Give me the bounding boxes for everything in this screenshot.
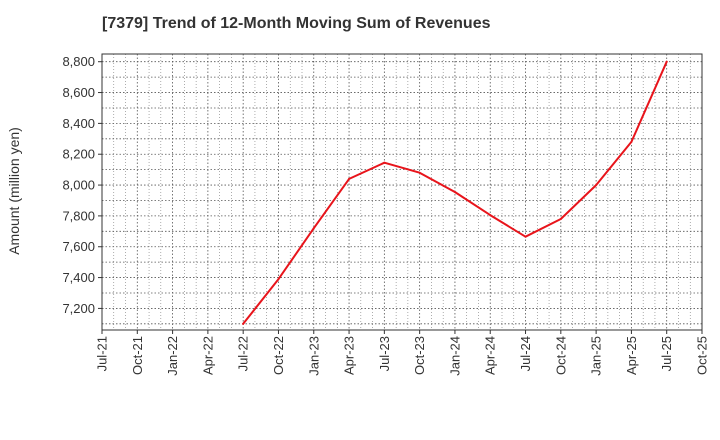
y-tick-label: 8,200 [62,147,95,162]
axis-layer: 7,200 7,400 7,600 7,800 8,000 8,200 8,400 8,600… [62,53,710,376]
y-tick-label: 7,600 [62,239,95,254]
chart-title: [7379] Trend of 12-Month Moving Sum of R… [102,15,491,32]
x-tick-label: Oct-24 [553,336,568,375]
x-tick-label: Jul-24 [518,336,533,371]
x-tick-label: Oct-22 [271,336,286,375]
y-tick-label: 7,200 [62,301,95,316]
y-tick-label: 8,800 [62,54,95,69]
data-point [418,171,421,174]
y-tick-label: 8,000 [62,178,95,193]
x-tick-label: Jul-23 [377,336,392,371]
y-tick-label: 7,400 [62,270,95,285]
data-point [595,184,598,187]
series-layer [242,60,668,325]
data-point [630,140,633,143]
x-tick-label: Oct-21 [130,336,145,375]
data-point [312,227,315,230]
x-tick-label: Jan-22 [165,336,180,376]
data-point [348,177,351,180]
data-point [242,322,245,325]
x-tick-label: Jan-25 [589,336,604,376]
x-tick-label: Jul-25 [659,336,674,371]
x-tick-label: Jul-22 [236,336,251,371]
data-point [524,235,527,238]
y-tick-label: 8,400 [62,116,95,131]
data-point [383,161,386,164]
x-tick-label: Jul-21 [95,336,110,371]
data-point [489,214,492,217]
x-tick-label: Jan-24 [447,336,462,376]
data-point [559,217,562,220]
plot-frame [101,53,703,331]
x-tick-label: Apr-24 [483,336,498,375]
x-tick-label: Oct-25 [695,336,710,375]
grid-layer [101,54,703,330]
data-point [277,278,280,281]
x-tick-label: Apr-23 [342,336,357,375]
data-point [665,60,668,63]
x-tick-label: Oct-23 [412,336,427,375]
y-tick-label: 8,600 [62,85,95,100]
y-tick-label: 7,800 [62,208,95,223]
data-point [453,191,456,193]
x-tick-label: Apr-25 [624,336,639,375]
x-tick-label: Apr-22 [200,336,215,375]
x-tick-label: Jan-23 [306,336,321,376]
y-axis-label: Amount (million yen) [6,127,22,255]
